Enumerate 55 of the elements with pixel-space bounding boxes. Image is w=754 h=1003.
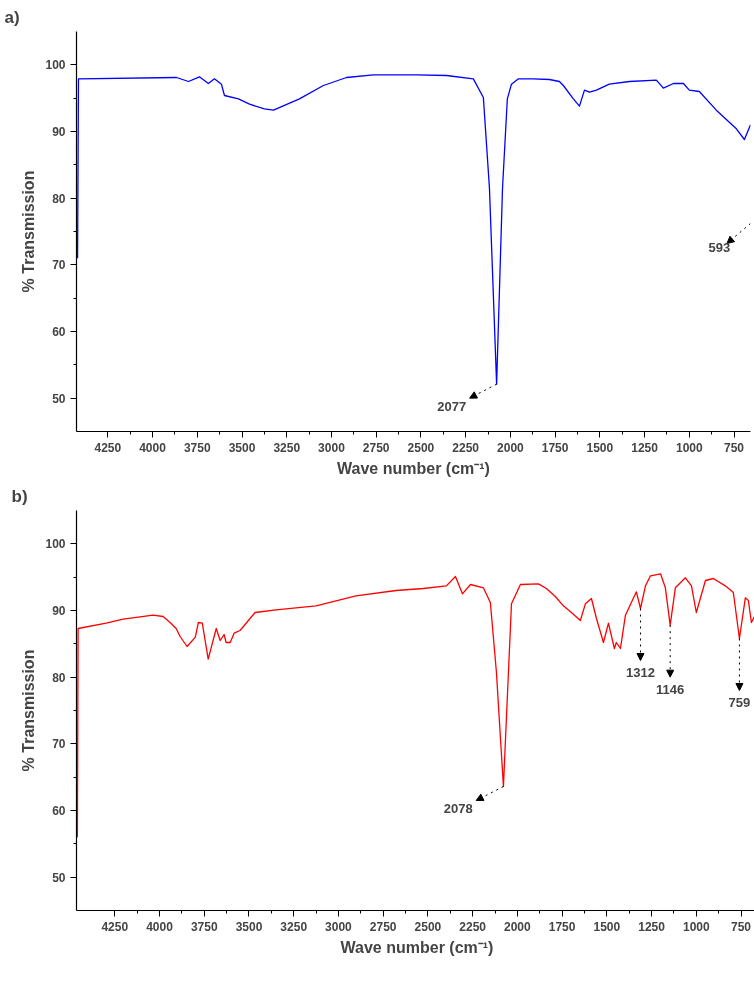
y-axis-title: % Transmission bbox=[20, 170, 38, 293]
x-tick-label: 4000 bbox=[139, 440, 167, 455]
x-tick-label: 750 bbox=[731, 919, 752, 934]
annotation: 1312 bbox=[626, 665, 655, 680]
x-tick-label: 2250 bbox=[459, 919, 487, 934]
chart-title: b) bbox=[11, 486, 28, 506]
x-tick-label: 1750 bbox=[541, 440, 569, 455]
x-tick-label: 3500 bbox=[235, 919, 263, 934]
y-tick-label: 80 bbox=[52, 191, 66, 206]
y-tick-label: 50 bbox=[52, 870, 66, 885]
x-tick-label: 3500 bbox=[228, 440, 256, 455]
annotation: 1146 bbox=[656, 681, 685, 697]
x-tick-label: 1000 bbox=[682, 919, 710, 934]
y-tick-label: 70 bbox=[52, 258, 66, 273]
chart-title: a) bbox=[4, 7, 20, 27]
x-tick-label: 1500 bbox=[586, 440, 614, 455]
y-tick-label: 70 bbox=[52, 737, 66, 752]
annotation: 2078 bbox=[443, 801, 473, 816]
x-tick-label: 1250 bbox=[631, 440, 659, 455]
x-tick-label: 3250 bbox=[273, 440, 301, 455]
y-axis-title: % Transmission bbox=[20, 649, 38, 772]
x-tick-label: 3250 bbox=[280, 919, 308, 934]
x-tick-label: 2500 bbox=[407, 440, 435, 455]
line-series bbox=[76, 74, 751, 385]
annotation: 2077 bbox=[437, 398, 467, 414]
x-tick-label: 4250 bbox=[101, 919, 129, 934]
x-tick-label: 3000 bbox=[325, 919, 353, 934]
y-tick-label: 60 bbox=[52, 325, 66, 339]
x-tick-label: 3000 bbox=[318, 440, 346, 455]
x-tick-label: 2750 bbox=[362, 440, 390, 455]
x-tick-label: 2000 bbox=[504, 919, 532, 934]
x-tick-label: 1250 bbox=[638, 919, 666, 934]
x-tick-label: 2250 bbox=[452, 440, 480, 455]
x-tick-label: 1500 bbox=[593, 919, 621, 934]
x-tick-label: 750 bbox=[724, 440, 745, 455]
y-tick-label: 100 bbox=[45, 58, 66, 73]
x-tick-label: 3750 bbox=[183, 440, 211, 455]
x-tick-label: 4000 bbox=[146, 919, 174, 934]
y-tick-label: 80 bbox=[52, 670, 66, 685]
annotation: 759 bbox=[728, 695, 751, 710]
x-tick-label: 1750 bbox=[548, 919, 576, 934]
annotation: 593 bbox=[708, 240, 731, 255]
x-axis-title: Wave number (cm⁻¹) bbox=[340, 938, 494, 956]
x-tick-label: 4250 bbox=[94, 440, 122, 455]
x-tick-label: 2750 bbox=[369, 919, 397, 934]
y-tick-label: 90 bbox=[52, 125, 66, 139]
y-tick-label: 60 bbox=[52, 804, 66, 818]
y-tick-label: 90 bbox=[52, 604, 66, 618]
x-tick-label: 3750 bbox=[190, 919, 218, 934]
x-axis-title: Wave number (cm⁻¹) bbox=[337, 459, 490, 477]
y-tick-label: 100 bbox=[45, 537, 66, 552]
x-tick-label: 1000 bbox=[675, 440, 703, 455]
y-tick-label: 50 bbox=[52, 391, 66, 406]
x-tick-label: 2500 bbox=[414, 919, 442, 934]
x-tick-label: 2000 bbox=[497, 440, 525, 455]
